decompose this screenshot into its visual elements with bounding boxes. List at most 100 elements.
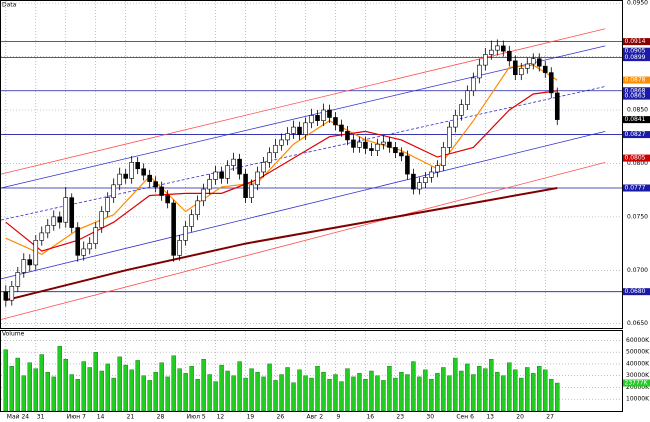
volume-bar <box>453 357 458 412</box>
volume-bar <box>405 374 410 412</box>
volume-bar <box>549 379 554 412</box>
volume-bar <box>237 361 242 412</box>
trendline <box>0 161 606 320</box>
volume-bar <box>261 376 266 412</box>
volume-bar <box>465 363 470 412</box>
candle-body <box>105 197 110 212</box>
candle-body <box>51 216 57 226</box>
candle-body <box>231 158 236 166</box>
volume-bar <box>399 371 404 412</box>
volume-bar <box>219 364 224 412</box>
candle-body <box>339 124 344 132</box>
candle-body <box>321 109 326 121</box>
candle-body <box>297 126 302 135</box>
volume-bar <box>363 379 368 412</box>
x-tick-label: 19 <box>247 414 255 421</box>
volume-bar <box>537 366 542 412</box>
candle-body <box>21 259 27 273</box>
candle-body <box>207 179 212 190</box>
candle-body <box>536 58 542 67</box>
volume-bar <box>201 359 206 412</box>
volume-bar <box>27 362 32 412</box>
volume-bar <box>249 368 254 412</box>
volume-bar <box>477 366 482 412</box>
candle-body <box>171 202 176 256</box>
volume-bar <box>429 379 434 412</box>
volume-bar <box>303 375 308 412</box>
volume-bar <box>555 382 560 412</box>
candle-body <box>141 168 146 176</box>
candle-body <box>471 77 476 92</box>
candle-body <box>75 227 81 256</box>
trendline <box>0 86 606 221</box>
volume-bar <box>105 363 110 412</box>
candle-body <box>530 58 536 65</box>
volume-bar <box>519 377 524 412</box>
volume-bar <box>273 380 278 412</box>
volume-bar <box>165 376 170 412</box>
x-tick-label: 28 <box>157 414 165 421</box>
volume-bar <box>381 380 386 412</box>
candle-body <box>453 115 458 128</box>
volume-bar <box>459 370 464 412</box>
candle-body <box>333 117 338 126</box>
y-tick-label: 0.0700 <box>627 267 648 274</box>
volume-bar <box>315 366 320 412</box>
x-tick-label: Сен 6 <box>456 414 474 421</box>
volume-bar <box>207 374 212 412</box>
level-label: 0.0777 <box>625 185 646 192</box>
level-box <box>623 116 650 124</box>
candle-body <box>219 171 224 179</box>
moving-average <box>5 187 558 302</box>
trendline <box>0 45 606 189</box>
x-tick-label: 23 <box>396 414 404 421</box>
candle-body <box>9 286 15 301</box>
candle-body <box>417 182 422 190</box>
volume-bar <box>291 382 296 412</box>
level-label: 0.0863 <box>625 93 646 100</box>
candle-body <box>393 147 398 154</box>
candle-body <box>548 72 554 94</box>
volume-bar <box>147 380 152 412</box>
candle-body <box>255 171 260 186</box>
candle-body <box>213 171 218 180</box>
volume-bar <box>159 362 164 412</box>
candle-body <box>129 162 134 179</box>
level-label: 0.0680 <box>625 288 646 295</box>
candle-body <box>411 173 416 190</box>
volume-bar <box>81 361 86 412</box>
chart-title: Data <box>2 2 17 9</box>
candle-body <box>351 139 356 148</box>
candle-body <box>33 240 39 266</box>
level-label: 23777K <box>625 380 649 387</box>
candle-body <box>249 184 254 198</box>
x-tick-label: Май 24 <box>7 414 29 421</box>
candle-body <box>39 232 45 241</box>
candle-body <box>69 197 75 228</box>
candle-body <box>279 139 284 146</box>
x-tick-label: Июл 5 <box>187 414 206 421</box>
volume-bar <box>357 373 362 412</box>
volume-bar <box>117 356 122 412</box>
volume-bar <box>3 349 8 412</box>
volume-bar <box>447 375 452 412</box>
level-box <box>623 154 650 162</box>
x-tick-label: 26 <box>277 414 285 421</box>
candle-body <box>459 104 464 116</box>
candle-body <box>303 122 308 135</box>
candle-body <box>345 131 350 141</box>
candle-body <box>267 152 272 163</box>
volume-bar <box>87 367 92 412</box>
candle-body <box>423 177 428 183</box>
candle-body <box>381 141 386 145</box>
volume-bar <box>507 362 512 412</box>
candle-body <box>291 126 296 134</box>
candle-body <box>429 171 434 178</box>
level-label: 0.0878 <box>625 77 646 84</box>
volume-bar <box>21 375 26 412</box>
candle-body <box>261 162 266 173</box>
y-tick-label: 60000K <box>626 337 650 344</box>
candle-body <box>435 165 440 173</box>
y-tick-label: 40000K <box>626 360 650 367</box>
candle-body <box>135 162 140 170</box>
